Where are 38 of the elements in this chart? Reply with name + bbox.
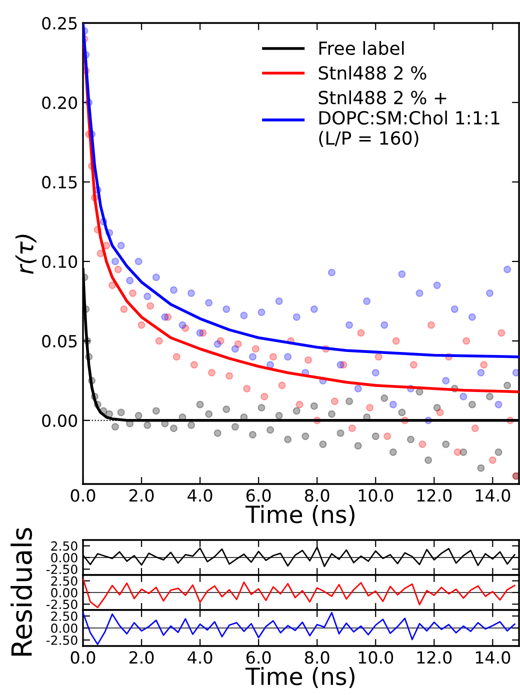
legend-label: Free label — [319, 41, 404, 56]
legend-label: Stnl488 2 % — [318, 66, 426, 80]
y-tick-label: 0.20 — [42, 96, 78, 110]
y-tick-label: 0.25 — [42, 16, 77, 30]
x-tick-label: 4.0 — [188, 651, 212, 664]
y-tick-label: 0.00 — [51, 623, 78, 633]
legend-label: Stnl488 2 % + DOPC:SM:Chol 1:1:1 (L/P = 160) — [318, 90, 500, 147]
y-axis-title: Residuals — [10, 528, 32, 656]
x-tick-label: 6.0 — [246, 489, 271, 502]
x-tick-label: 12.0 — [417, 651, 452, 664]
y-tick-label: 0.00 — [51, 588, 78, 598]
y-tick-label: 2.50 — [51, 541, 78, 551]
x-tick-label: 14.0 — [476, 489, 510, 502]
x-tick-label: 10.0 — [358, 489, 394, 502]
x-tick-label: 6.0 — [246, 651, 271, 664]
x-tick-label: 12.0 — [417, 489, 452, 502]
y-tick-label: 2.50 — [51, 611, 78, 621]
x-axis-title: Time (ns) — [245, 666, 354, 688]
y-tick-label: 0.00 — [42, 414, 78, 427]
y-tick-label: -2.50 — [46, 635, 78, 645]
x-tick-label: 0.0 — [70, 489, 96, 502]
y-tick-label: 0.15 — [42, 176, 77, 189]
y-tick-label: 0.10 — [42, 255, 78, 268]
x-tick-label: 10.0 — [358, 651, 394, 664]
y-tick-label: 2.50 — [51, 576, 78, 586]
y-axis-title: r(τ) — [15, 234, 36, 274]
x-tick-label: 8.0 — [304, 489, 330, 502]
y-tick-label: 0.00 — [51, 552, 78, 562]
x-tick-label: 8.0 — [304, 651, 330, 664]
y-tick-label: 0.05 — [42, 334, 77, 348]
x-tick-label: 0.0 — [70, 651, 96, 664]
x-tick-label: 2.0 — [129, 489, 154, 502]
y-tick-label: -2.50 — [46, 600, 78, 610]
x-tick-label: 4.0 — [188, 489, 212, 502]
y-tick-label: -2.50 — [46, 564, 78, 574]
x-axis-title: Time (ns) — [245, 504, 354, 526]
x-tick-label: 2.0 — [129, 651, 154, 664]
x-tick-label: 14.0 — [476, 651, 510, 664]
